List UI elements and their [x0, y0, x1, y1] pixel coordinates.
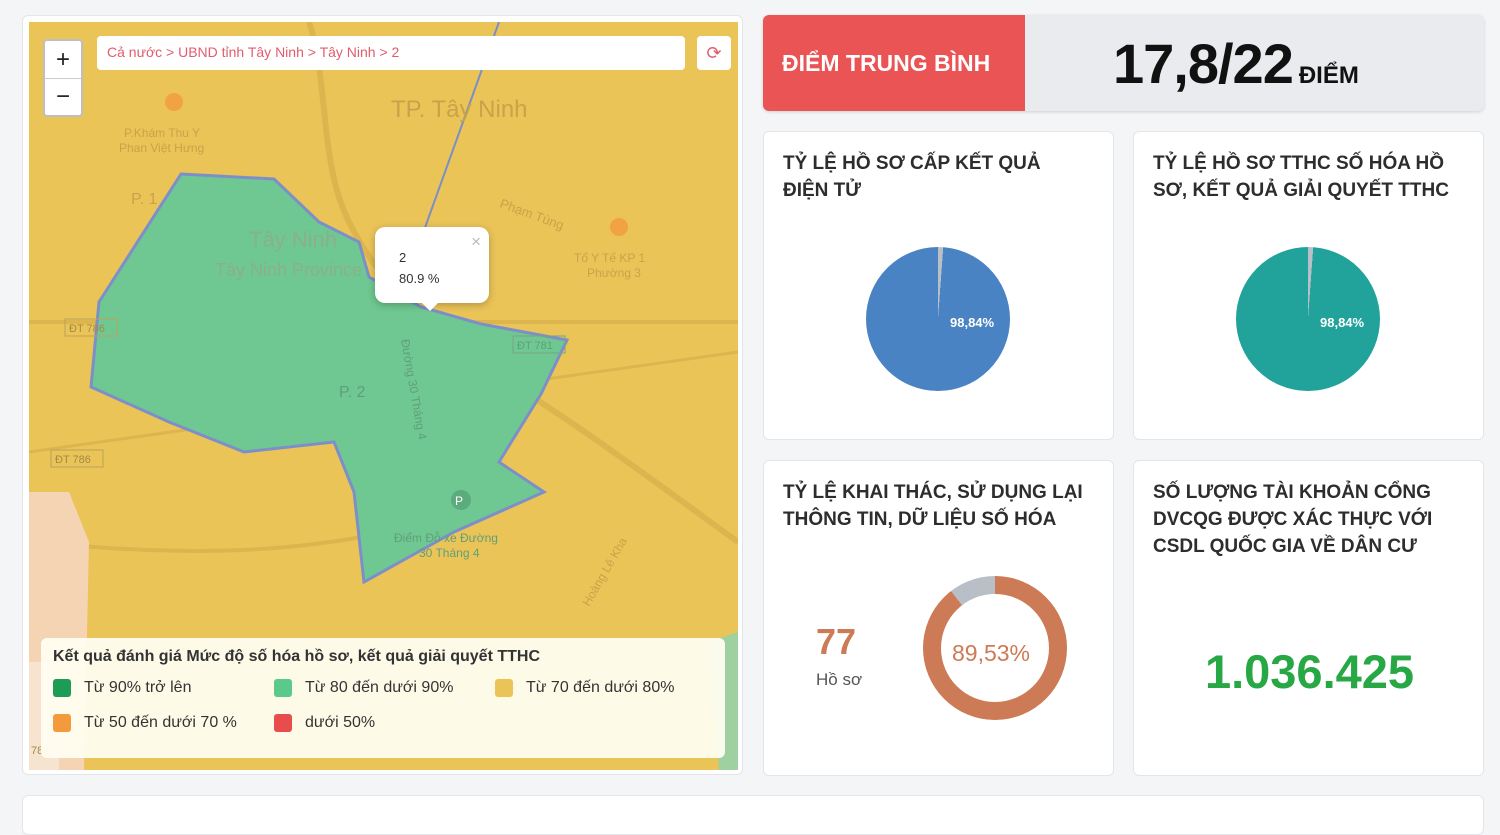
digitized-records-pie[interactable]: [1236, 247, 1380, 391]
svg-text:Hoàng Lê Kha: Hoàng Lê Kha: [579, 535, 630, 609]
pie-percent-label: 98,84%: [950, 315, 995, 330]
map-card: P TP. Tây Ninh P. 1 P. 2 Tây Ninh Tây Ni…: [22, 15, 743, 775]
average-score-label: ĐIỂM TRUNG BÌNH: [763, 15, 1025, 111]
legend-title: Kết quả đánh giá Mức độ số hóa hồ sơ, kế…: [53, 648, 540, 665]
legend-item: dưới 50%: [274, 714, 375, 732]
digitized-records-card: TỶ LỆ HỒ SƠ TTHC SỐ HÓA HỒ SƠ, KẾT QUẢ G…: [1133, 131, 1484, 440]
bottom-section-card: [22, 795, 1484, 835]
legend-swatch: [53, 679, 71, 697]
average-score-value: 17,8/22 ĐIỂM: [1113, 32, 1359, 95]
legend-swatch: [274, 679, 292, 697]
legend-swatch: [274, 714, 292, 732]
popup-tip: [419, 300, 441, 311]
average-score-card: ĐIỂM TRUNG BÌNH 17,8/22 ĐIỂM: [763, 15, 1484, 111]
reuse-rate-card: TỶ LỆ KHAI THÁC, SỬ DỤNG LẠI THÔNG TIN, …: [763, 460, 1114, 776]
verified-accounts-value: 1.036.425: [1204, 645, 1415, 698]
popup-area-value: 80.9 %: [399, 271, 440, 286]
svg-text:Tổ Y Tế KP 1: Tổ Y Tế KP 1: [574, 251, 645, 265]
svg-text:Điểm Đỗ xe Đường: Điểm Đỗ xe Đường: [394, 530, 498, 545]
svg-text:P. 2: P. 2: [339, 384, 366, 401]
svg-text:P.Khám Thu Y: P.Khám Thu Y: [124, 126, 200, 140]
pie-percent-label: 98,84%: [1320, 315, 1365, 330]
map-legend: Kết quả đánh giá Mức độ số hóa hồ sơ, kế…: [41, 638, 725, 758]
verified-accounts-card: SỐ LƯỢNG TÀI KHOẢN CỔNG DVCQG ĐƯỢC XÁC T…: [1133, 460, 1484, 776]
svg-text:ĐT 786: ĐT 786: [69, 323, 105, 335]
svg-text:P. 1: P. 1: [131, 191, 158, 208]
svg-text:ĐT 781: ĐT 781: [517, 340, 553, 352]
legend-item: Từ 80 đến dưới 90%: [274, 679, 453, 697]
card-title: TỶ LỆ KHAI THÁC, SỬ DỤNG LẠI THÔNG TIN, …: [783, 482, 1083, 530]
svg-text:30 Tháng 4: 30 Tháng 4: [419, 546, 480, 560]
records-count: 77: [816, 621, 857, 662]
legend-item: Từ 70 đến dưới 80%: [495, 679, 674, 697]
electronic-results-card: TỶ LỆ HỒ SƠ CẤP KẾT QUẢ ĐIỆN TỬ 98,84%: [763, 131, 1114, 440]
breadcrumb[interactable]: Cả nước > UBND tỉnh Tây Ninh > Tây Ninh …: [97, 36, 685, 70]
zoom-in-button[interactable]: +: [55, 45, 70, 73]
legend-swatch: [495, 679, 513, 697]
close-icon[interactable]: ×: [471, 232, 481, 251]
reuse-rate-donut[interactable]: [923, 576, 1067, 720]
donut-percent-label: 89,53%: [952, 640, 1031, 666]
card-title: SỐ LƯỢNG TÀI KHOẢN CỔNG DVCQG ĐƯỢC XÁC T…: [1153, 482, 1433, 557]
zoom-control: + −: [43, 39, 83, 117]
svg-text:P: P: [455, 494, 463, 508]
popup-area-name: 2: [399, 250, 407, 265]
refresh-icon[interactable]: ⟳: [697, 36, 731, 70]
svg-text:Tây Ninh: Tây Ninh: [249, 227, 337, 252]
choropleth-map[interactable]: P TP. Tây Ninh P. 1 P. 2 Tây Ninh Tây Ni…: [29, 22, 738, 770]
map-label-city: TP. Tây Ninh: [391, 96, 528, 123]
card-title: TỶ LỆ HỒ SƠ TTHC SỐ HÓA HỒ SƠ, KẾT QUẢ G…: [1153, 153, 1449, 201]
legend-swatch: [53, 714, 71, 732]
svg-text:Phan Việt Hưng: Phan Việt Hưng: [119, 141, 204, 155]
records-count-unit: Hồ sơ: [816, 670, 863, 689]
svg-text:Phường 3: Phường 3: [587, 266, 641, 280]
score-unit: ĐIỂM: [1298, 62, 1359, 89]
svg-text:ĐT 786: ĐT 786: [55, 454, 91, 466]
svg-text:Tây Ninh Province: Tây Ninh Province: [215, 260, 362, 280]
district-polygon: [89, 172, 570, 585]
legend-item: Từ 90% trở lên: [53, 679, 191, 697]
card-title: TỶ LỆ HỒ SƠ CẤP KẾT QUẢ ĐIỆN TỬ: [783, 153, 1041, 201]
zoom-out-button[interactable]: −: [45, 78, 81, 115]
map-popup: × 2 80.9 %: [375, 227, 489, 303]
map-canvas: P TP. Tây Ninh P. 1 P. 2 Tây Ninh Tây Ni…: [29, 22, 738, 770]
svg-text:Phạm Tùng: Phạm Tùng: [498, 196, 566, 233]
electronic-results-pie[interactable]: [866, 247, 1010, 391]
legend-item: Từ 50 đến dưới 70 %: [53, 714, 237, 732]
